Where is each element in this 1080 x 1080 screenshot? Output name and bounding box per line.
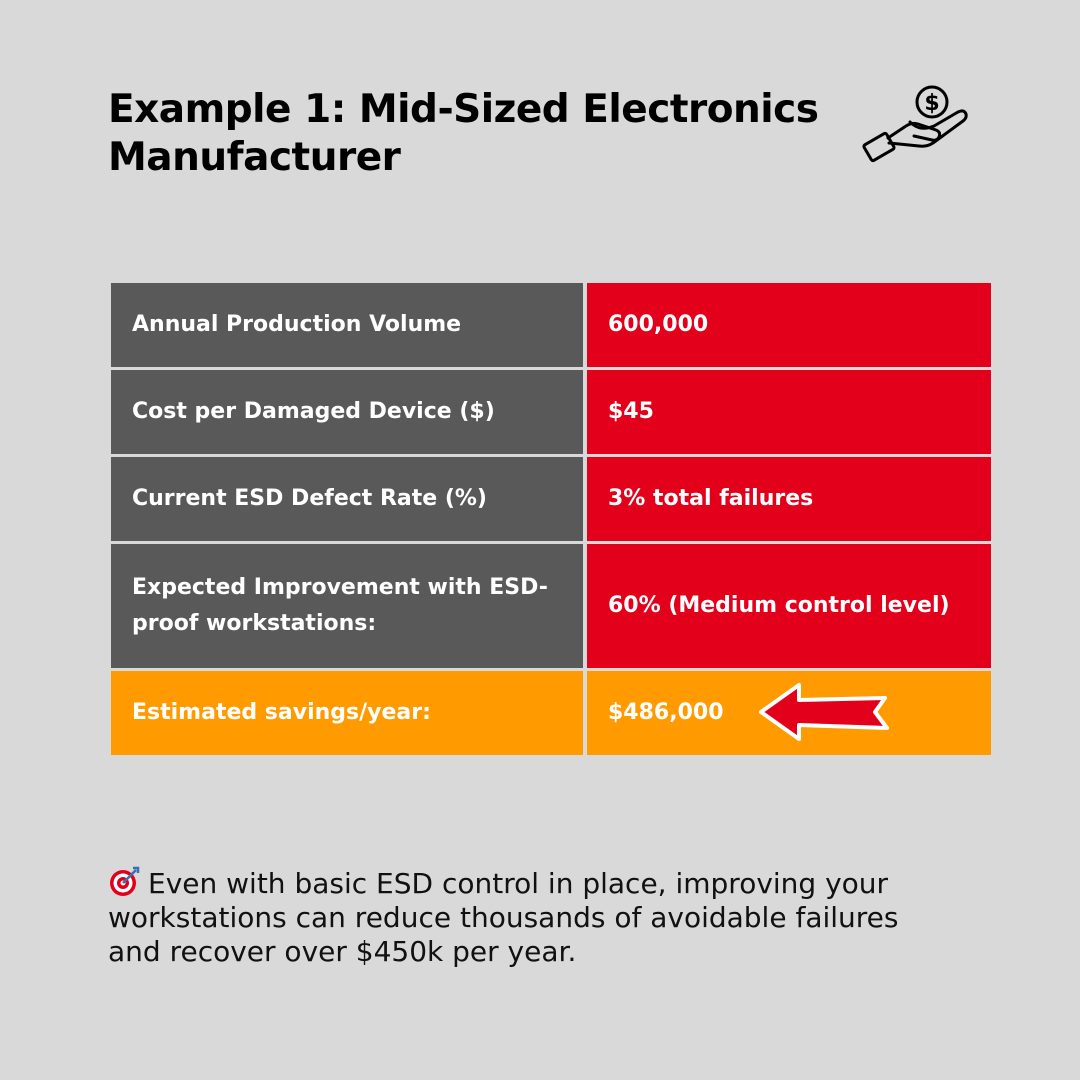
table-row: Expected Improvement with ESD-proof work… bbox=[111, 544, 991, 668]
row-label: Annual Production Volume bbox=[111, 283, 583, 367]
footnote-text: Even with basic ESD control in place, im… bbox=[108, 867, 899, 968]
footnote: Even with basic ESD control in place, im… bbox=[108, 866, 958, 969]
target-icon bbox=[110, 866, 140, 896]
table-row: Cost per Damaged Device ($) $45 bbox=[111, 370, 991, 454]
table-row: Annual Production Volume 600,000 bbox=[111, 283, 991, 367]
page-title: Example 1: Mid-Sized Electronics Manufac… bbox=[108, 87, 819, 180]
total-label: Estimated savings/year: bbox=[111, 671, 583, 755]
row-value: 60% (Medium control level) bbox=[587, 544, 991, 668]
row-label: Expected Improvement with ESD-proof work… bbox=[111, 544, 583, 668]
savings-table: Annual Production Volume 600,000 Cost pe… bbox=[111, 283, 991, 758]
row-label: Cost per Damaged Device ($) bbox=[111, 370, 583, 454]
row-label: Current ESD Defect Rate (%) bbox=[111, 457, 583, 541]
row-value: $45 bbox=[587, 370, 991, 454]
row-value: 3% total failures bbox=[587, 457, 991, 541]
table-row: Current ESD Defect Rate (%) 3% total fai… bbox=[111, 457, 991, 541]
svg-text:$: $ bbox=[924, 91, 939, 116]
total-row: Estimated savings/year: $486,000 bbox=[111, 671, 991, 755]
hand-holding-dollar-icon: $ bbox=[862, 85, 968, 163]
arrow-left-icon bbox=[759, 683, 889, 741]
total-value: $486,000 bbox=[608, 700, 724, 725]
row-value: 600,000 bbox=[587, 283, 991, 367]
total-value-cell: $486,000 bbox=[587, 671, 991, 755]
